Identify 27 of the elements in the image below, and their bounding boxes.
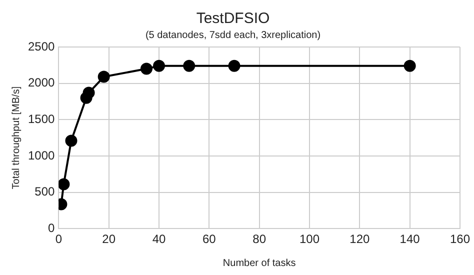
point	[140, 62, 152, 75]
y-axis-title: Total throughput [MB/s]	[10, 86, 22, 190]
x-tick-label: 160	[450, 232, 470, 246]
y-tick-label: 2000	[28, 76, 56, 90]
point	[58, 178, 70, 190]
point	[65, 134, 78, 147]
x-tick-label: 20	[102, 232, 116, 246]
point	[82, 86, 95, 99]
point	[183, 60, 196, 72]
point	[404, 60, 416, 72]
y-tick-label: 2500	[28, 39, 56, 54]
chart-subtitle: (5 datanodes, 7sdd each, 3xreplication)	[145, 30, 321, 41]
x-tick-label: 60	[202, 232, 216, 246]
y-tick-label: 1000	[28, 148, 56, 162]
point	[228, 60, 240, 72]
x-tick-label: 100	[299, 232, 320, 246]
point	[153, 60, 166, 72]
x-tick-label: 40	[152, 232, 166, 246]
chart-title: TestDFSIO	[196, 10, 270, 28]
x-tick-label: 140	[400, 232, 420, 246]
point	[98, 70, 110, 83]
x-axis-title: Number of tasks	[222, 258, 296, 269]
x-tick-label: 120	[350, 232, 370, 246]
y-tick-label: 1500	[28, 112, 56, 126]
y-tick-label: 0	[48, 220, 56, 235]
x-tick-label: 80	[252, 232, 266, 246]
y-tick-label: 500	[34, 184, 56, 199]
